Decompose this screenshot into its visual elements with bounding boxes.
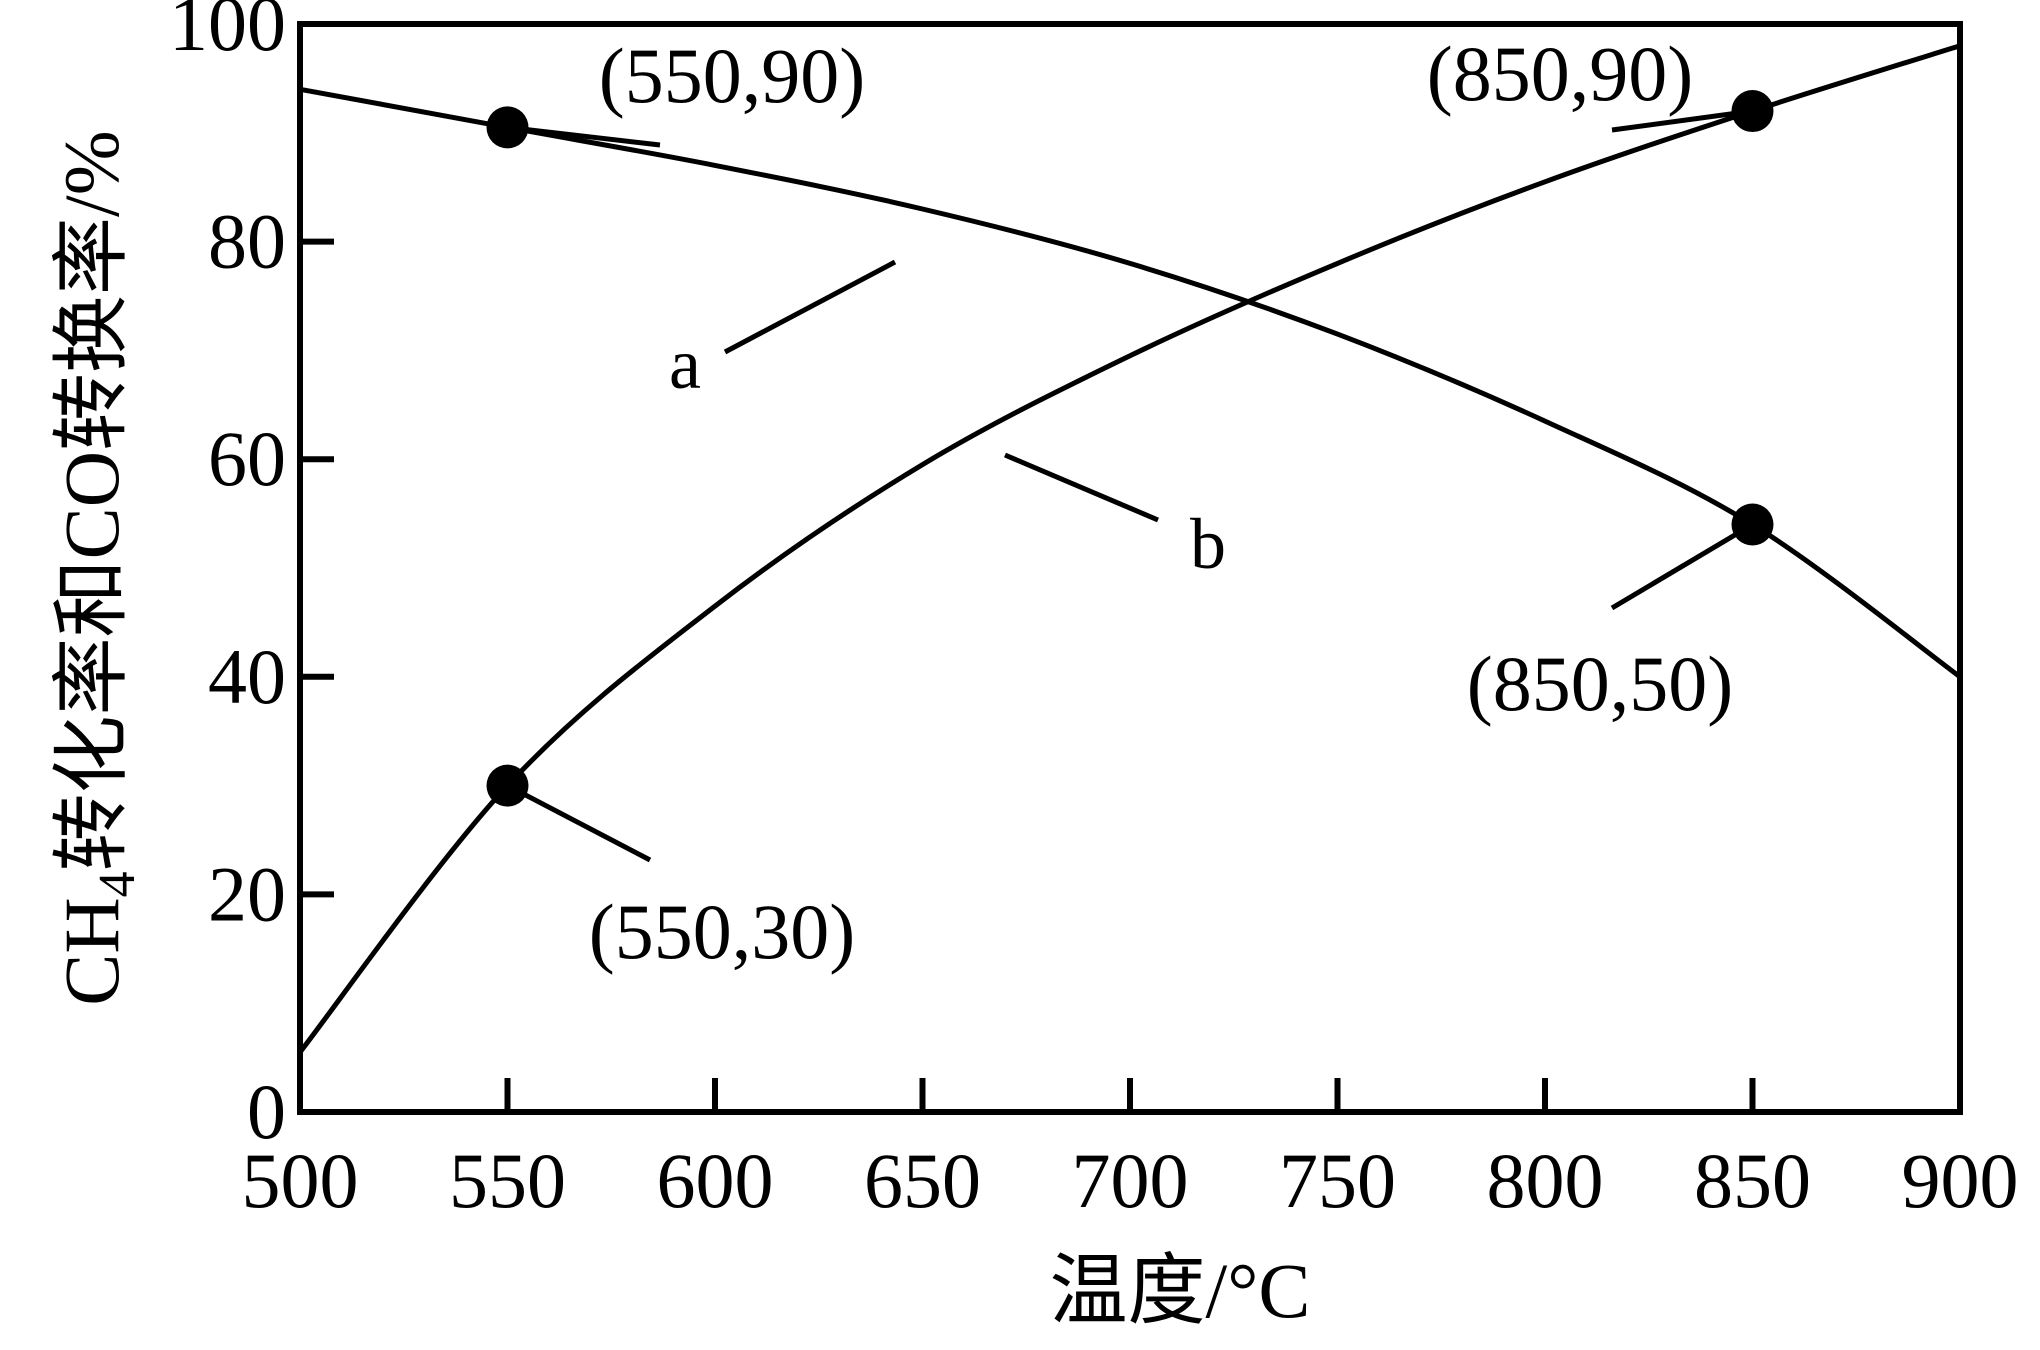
y-axis-title-subscript: 4 <box>89 871 146 897</box>
point-marker <box>486 106 529 149</box>
axis-ticks <box>300 21 1756 1112</box>
point-leader <box>1610 522 1754 611</box>
x-tick-label: 850 <box>1694 1137 1811 1224</box>
y-axis-title-main: CH <box>48 897 135 1005</box>
curve-a-label: a <box>669 324 701 404</box>
point-label: (850,50) <box>1467 640 1733 727</box>
x-tick-label: 800 <box>1487 1137 1604 1224</box>
point-leader <box>1611 108 1753 133</box>
x-tick-label: 700 <box>1072 1137 1189 1224</box>
curves <box>298 43 1962 1054</box>
point-marker <box>1731 503 1774 546</box>
y-axis-title: CH4转化率和CO转换率/% <box>48 130 146 1005</box>
y-tick-label: 100 <box>169 0 286 67</box>
y-tick-label: 40 <box>208 633 286 720</box>
x-tick-label: 500 <box>242 1137 359 1224</box>
x-tick-label: 600 <box>657 1137 774 1224</box>
series-line-a <box>299 86 1962 679</box>
curve-b-label: b <box>1190 504 1226 584</box>
y-tick-label: 0 <box>247 1068 286 1155</box>
point-marker <box>1731 90 1774 133</box>
plot-frame <box>297 21 1963 1115</box>
y-axis-title-rest: 转化率和CO转换率/% <box>48 130 135 871</box>
point-label: (850,90) <box>1427 30 1693 117</box>
point-label: (550,90) <box>599 32 865 119</box>
x-axis-title: 温度/°C <box>1050 1247 1311 1334</box>
x-tick-label: 750 <box>1279 1137 1396 1224</box>
series-line-b <box>298 43 1961 1054</box>
point-label: (550,30) <box>589 888 855 975</box>
x-tick-label: 550 <box>449 1137 566 1224</box>
curve-a-leader <box>723 259 897 355</box>
y-tick-label: 20 <box>208 850 286 937</box>
chart-texts: 500 550 600 650 700 750 800 850 900 0 20 40 60 80 100 a… <box>169 0 2019 1224</box>
curve-b-leader <box>1004 452 1159 523</box>
y-tick-label: 60 <box>208 415 286 502</box>
annotation-leaders <box>506 108 1754 863</box>
point-leader <box>506 783 652 863</box>
y-tick-label: 80 <box>208 198 286 285</box>
x-tick-label: 900 <box>1902 1137 2019 1224</box>
point-leader <box>507 124 661 148</box>
point-markers <box>486 90 1774 807</box>
point-marker <box>486 764 529 807</box>
x-tick-label: 650 <box>864 1137 981 1224</box>
